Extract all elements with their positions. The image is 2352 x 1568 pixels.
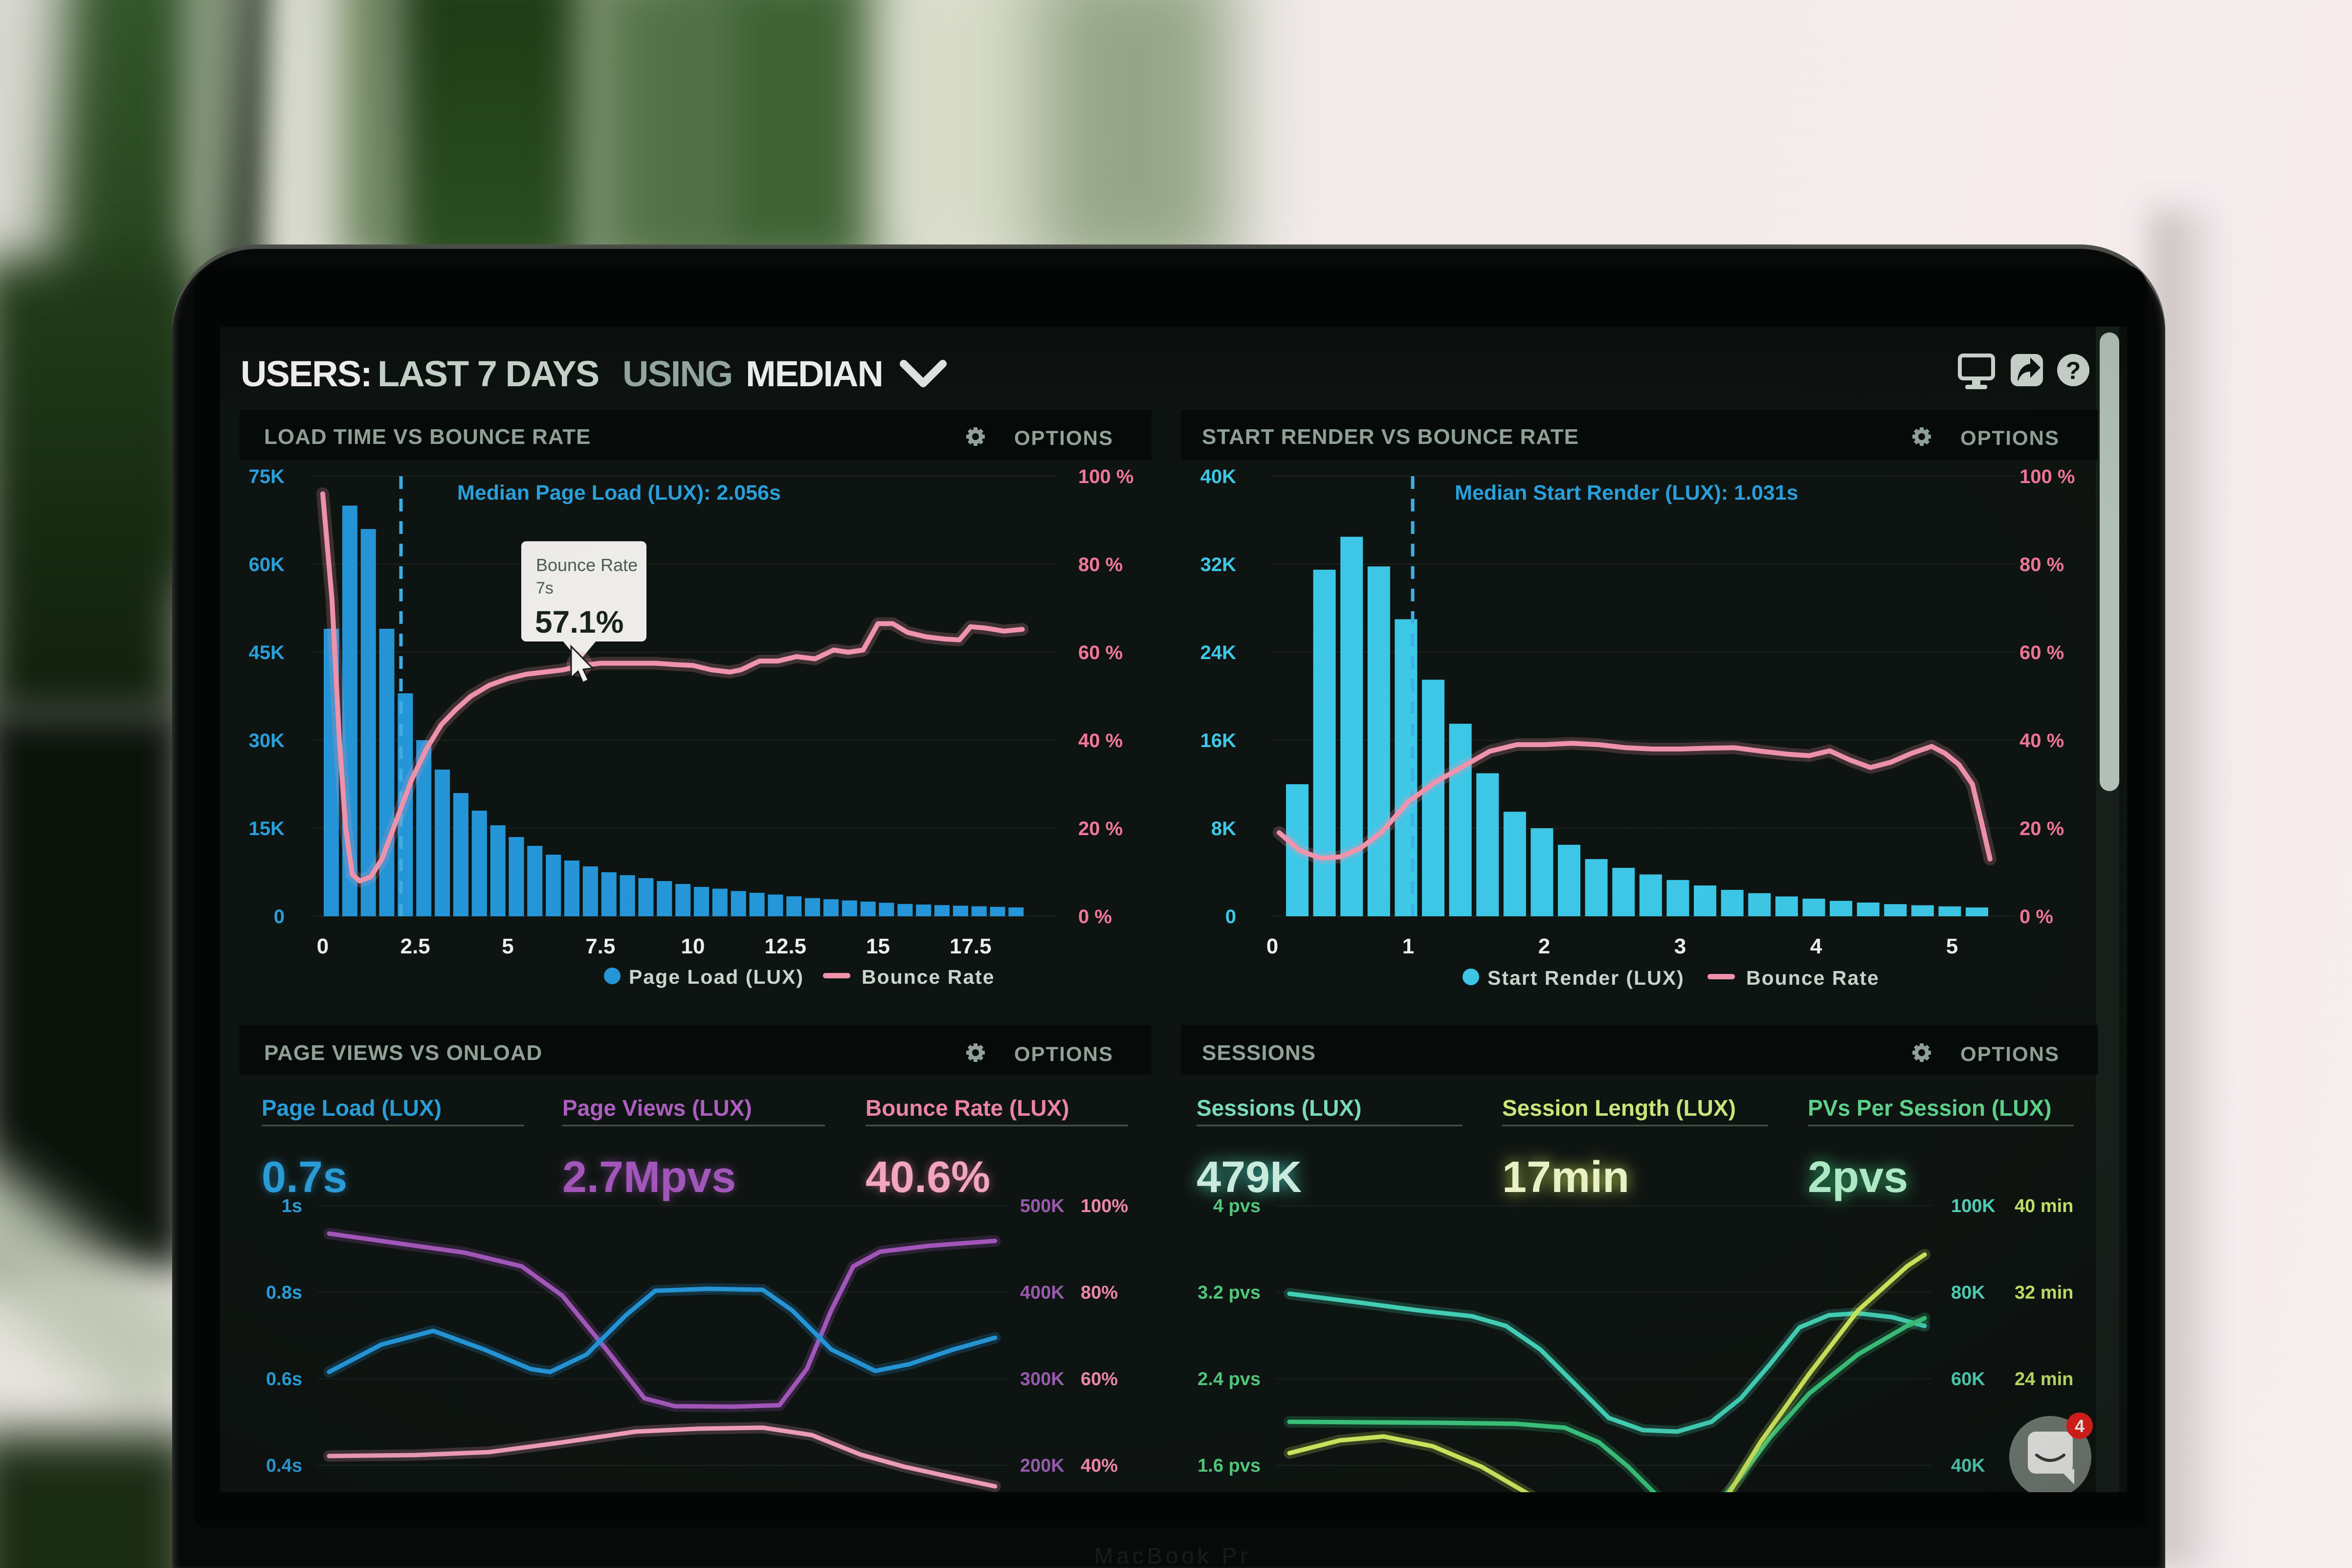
svg-text:MacBook Pr: MacBook Pr — [1094, 1543, 1251, 1568]
